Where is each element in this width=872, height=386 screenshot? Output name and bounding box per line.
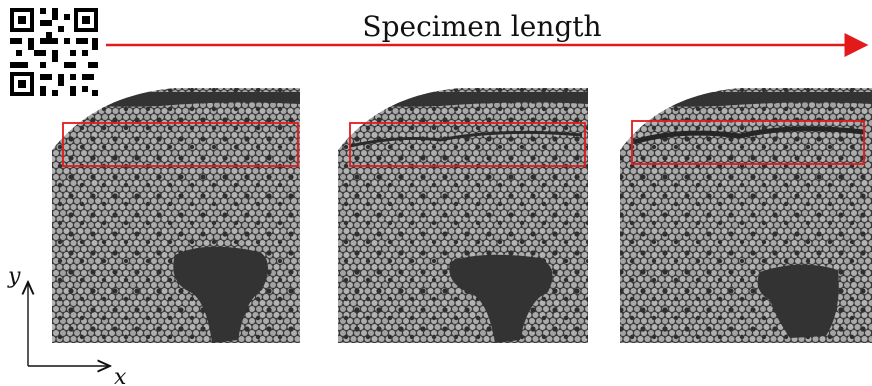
roi-box-3	[631, 120, 865, 165]
micrograph-panel-3	[620, 88, 872, 343]
micrograph-panel-2	[338, 88, 588, 343]
micrograph-panel-1	[52, 88, 300, 343]
coordinate-axes	[28, 282, 110, 366]
crack-line	[633, 126, 865, 145]
y-axis-label: y	[7, 264, 21, 289]
x-axis-label: x	[114, 365, 127, 386]
roi-box-1	[62, 122, 299, 167]
void-region	[449, 254, 553, 343]
void-region	[757, 264, 839, 338]
roi-box-2	[349, 122, 586, 167]
qr-code-icon	[8, 6, 100, 98]
void-region	[173, 246, 269, 343]
figure-title: Specimen length	[362, 10, 601, 43]
crack-line	[349, 130, 583, 148]
